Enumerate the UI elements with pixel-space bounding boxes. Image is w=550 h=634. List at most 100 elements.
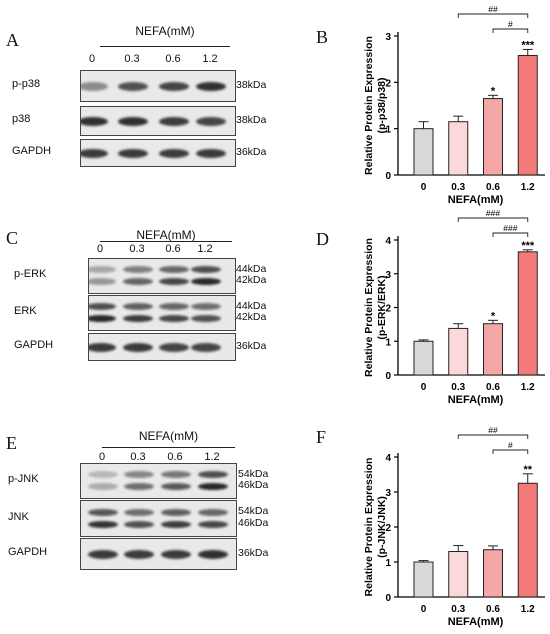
x-tick-label: 0: [421, 604, 427, 615]
protein-band: [198, 508, 228, 516]
y-tick-label: 4: [385, 236, 391, 247]
protein-band: [81, 81, 108, 91]
blot-strip: [88, 258, 236, 294]
comparison-bracket: [492, 449, 529, 454]
protein-band: [123, 277, 153, 285]
bar: [413, 561, 434, 598]
protein-band: [81, 148, 108, 158]
x-tick-label: 1.2: [521, 604, 535, 615]
blot-strip: [88, 295, 236, 331]
blot-strip: [80, 500, 237, 537]
comparison-label: ###: [503, 223, 517, 233]
blot-strip: [80, 463, 237, 499]
protein-label: p38: [12, 113, 31, 125]
lane-label: 0.6: [167, 451, 183, 463]
protein-band: [159, 266, 189, 274]
molecular-weight-label: 42kDa: [236, 274, 267, 287]
protein-band: [123, 266, 153, 274]
protein-band: [123, 342, 153, 352]
comparison-label: ##: [488, 4, 498, 14]
protein-band: [123, 314, 153, 322]
y-tick-label: 2: [385, 304, 391, 315]
protein-band: [159, 116, 189, 126]
protein-label: GAPDH: [8, 546, 48, 558]
protein-band: [161, 520, 191, 528]
x-tick-label: 0.6: [486, 382, 500, 393]
significance-marker: ***: [521, 39, 535, 51]
protein-band: [124, 471, 154, 479]
protein-band: [159, 303, 189, 311]
protein-band: [159, 148, 189, 158]
protein-band: [191, 266, 221, 274]
lane-label: 0.3: [130, 451, 146, 463]
molecular-weight-label: 42kDa: [236, 311, 267, 324]
molecular-weight-label: 44kDa: [236, 262, 267, 275]
x-tick-label: 0.6: [486, 604, 500, 615]
blot-strip: [80, 106, 236, 136]
protein-band: [118, 81, 148, 91]
protein-band: [124, 520, 154, 528]
protein-band: [81, 116, 108, 126]
protein-label: GAPDH: [12, 145, 52, 157]
significance-marker: **: [523, 464, 532, 476]
x-tick-label: 1.2: [521, 182, 535, 193]
y-axis-label: (p-ERK/ERK): [376, 275, 388, 339]
x-tick-label: 0: [421, 382, 427, 393]
y-tick-label: 0: [385, 171, 391, 182]
protein-band: [161, 549, 191, 559]
protein-band: [191, 277, 221, 285]
comparison-label: #: [508, 19, 513, 29]
protein-band: [124, 482, 154, 490]
y-tick-label: 2: [385, 78, 391, 89]
protein-band: [161, 471, 191, 479]
panel-letter-c: C: [6, 228, 19, 248]
bar: [483, 549, 503, 598]
protein-band: [118, 116, 148, 126]
protein-band: [159, 314, 189, 322]
lane-label: 0.6: [165, 243, 181, 255]
y-axis-label: Relative Protein Expression: [363, 238, 375, 377]
comparison-bracket: [457, 434, 529, 439]
protein-label: p-JNK: [8, 473, 39, 485]
protein-band: [88, 471, 118, 479]
protein-label: JNK: [8, 510, 29, 523]
molecular-weight-label: 38kDa: [236, 79, 267, 91]
protein-band: [198, 549, 228, 559]
significance-marker: ***: [521, 240, 535, 252]
protein-band: [191, 342, 221, 352]
comparison-bracket: [457, 217, 529, 222]
molecular-weight-label: 38kDa: [236, 114, 267, 126]
protein-band: [196, 148, 226, 158]
protein-band: [89, 342, 116, 352]
protein-band: [118, 148, 148, 158]
panel-letter-b: B: [316, 27, 329, 47]
molecular-weight-label: 46kDa: [238, 479, 269, 492]
protein-label: p-p38: [12, 78, 41, 90]
blot-strip: [80, 538, 237, 570]
molecular-weight-label: 44kDa: [236, 299, 267, 312]
blot-treatment-header: NEFA(mM): [135, 24, 195, 38]
y-tick-label: 1: [385, 125, 391, 136]
blot-header-line: [100, 46, 230, 47]
x-axis-label: NEFA(mM): [448, 394, 504, 406]
protein-band: [161, 482, 191, 490]
panel-letter-e: E: [6, 433, 17, 453]
blot-treatment-header: NEFA(mM): [136, 228, 196, 242]
molecular-weight-label: 36kDa: [236, 340, 267, 352]
y-axis-label: (p-JNK/JNK): [376, 496, 388, 558]
y-axis-label: (p-p38/p38): [376, 77, 388, 133]
y-axis-label: Relative Protein Expression: [363, 36, 375, 175]
y-tick-label: 2: [385, 523, 391, 534]
x-tick-label: 0: [421, 182, 427, 193]
x-tick-label: 0.6: [486, 182, 500, 193]
bar: [448, 551, 469, 598]
lane-label: 1.2: [202, 53, 218, 65]
y-tick-label: 1: [385, 337, 391, 348]
protein-band: [124, 549, 154, 559]
protein-band: [198, 482, 228, 490]
blot-treatment-header: NEFA(mM): [138, 429, 199, 443]
y-tick-label: 3: [385, 488, 391, 499]
y-tick-label: 1: [385, 558, 391, 569]
molecular-weight-label: 36kDa: [238, 547, 269, 559]
